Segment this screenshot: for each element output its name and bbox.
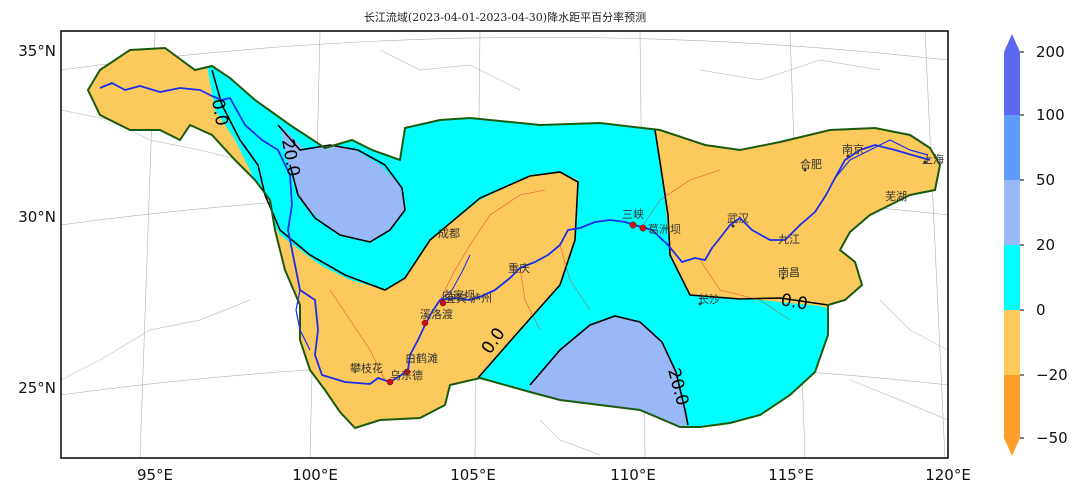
marker-xiangjiaba bbox=[439, 299, 447, 307]
river-yalong bbox=[295, 289, 311, 351]
marker-wudongde bbox=[386, 378, 394, 386]
city-panzhihua: 攀枝花 bbox=[350, 361, 383, 375]
lon-ticks: 95°E 100°E 105°E 110°E 115°E 120°E bbox=[137, 466, 971, 484]
contour-zero-east bbox=[654, 129, 829, 306]
city-luzhou: 泸州 bbox=[470, 292, 492, 305]
colorbar-minus50-minus20 bbox=[1004, 375, 1020, 438]
city-changsha: 长沙 bbox=[698, 293, 720, 306]
contour-label-zero-3: 0.0 bbox=[779, 290, 809, 314]
lon-tick-100: 100°E bbox=[292, 466, 338, 484]
city-nanjing: 南京 bbox=[842, 142, 864, 156]
city-jiujiang: 九江 bbox=[778, 233, 800, 246]
colorbar-20-50 bbox=[1004, 180, 1020, 245]
map-frame bbox=[60, 30, 949, 459]
river-min bbox=[439, 254, 471, 301]
lat-tick-30: 30°N bbox=[18, 208, 56, 226]
lat-tick-25: 25°N bbox=[18, 379, 56, 397]
station-markers bbox=[386, 221, 647, 386]
lon-tick-120: 120°E bbox=[925, 466, 971, 484]
city-nanchang: 南昌 bbox=[778, 266, 800, 279]
colorbar-tick-200: 200 bbox=[1036, 43, 1065, 61]
colorbar-minus20-0 bbox=[1004, 310, 1020, 375]
colorbar-50-100 bbox=[1004, 115, 1020, 180]
city-xiangjiaba: 向家坝 bbox=[442, 288, 475, 302]
lon-tick-95: 95°E bbox=[137, 466, 173, 484]
river-yangtze-main bbox=[99, 82, 931, 385]
colorbar-0-20 bbox=[1004, 245, 1020, 310]
marker-gezhouba bbox=[639, 224, 647, 232]
contour-label-zero-1: 0.0 bbox=[207, 97, 231, 127]
city-dots bbox=[698, 154, 927, 306]
marker-baihetan bbox=[403, 368, 411, 376]
colorbar-tick-0: 0 bbox=[1036, 301, 1046, 319]
map-title: 长江流域(2023-04-01-2023-04-30)降水距平百分率预测 bbox=[364, 10, 646, 24]
fill-positive-20-50-north bbox=[280, 125, 405, 242]
contour-zero-west bbox=[211, 69, 579, 379]
marker-xiluodu bbox=[421, 319, 429, 327]
lat-tick-35: 35°N bbox=[18, 42, 56, 60]
city-shanghai: 上海 bbox=[922, 152, 944, 166]
lon-tick-105: 105°E bbox=[450, 466, 496, 484]
marker-sanxia bbox=[629, 221, 637, 229]
city-yibin: 宜宾 bbox=[445, 291, 467, 305]
colorbar-bottom-arrow bbox=[1004, 438, 1020, 456]
lon-tick-110: 110°E bbox=[610, 466, 656, 484]
contour-twenty-south bbox=[529, 315, 689, 426]
colorbar-tick-minus50: −50 bbox=[1036, 429, 1068, 447]
city-baihetan: 白鹤滩 bbox=[405, 351, 438, 365]
river-lower-branch bbox=[834, 139, 929, 179]
contour-lines bbox=[211, 69, 829, 426]
colorbar-tick-100: 100 bbox=[1036, 106, 1065, 124]
city-wudongde: 乌东德 bbox=[390, 368, 423, 382]
tributaries bbox=[329, 169, 791, 381]
contour-twenty-north bbox=[277, 124, 406, 243]
rivers bbox=[99, 82, 931, 385]
city-chongqing: 重庆 bbox=[508, 261, 530, 275]
colorbar-tick-50: 50 bbox=[1036, 171, 1055, 189]
colorbar-top-arrow bbox=[1004, 34, 1020, 52]
colorbar-100-200 bbox=[1004, 52, 1020, 115]
lon-tick-115: 115°E bbox=[768, 466, 814, 484]
city-xiluodu: 溪洛渡 bbox=[420, 307, 453, 321]
city-sanxia: 三峡 bbox=[622, 207, 644, 221]
province-boundaries bbox=[60, 49, 949, 456]
city-chengdu: 成都 bbox=[438, 227, 460, 240]
city-gezhouba: 葛洲坝 bbox=[648, 222, 681, 236]
city-wuhan: 武汉 bbox=[727, 212, 749, 225]
colorbar-tick-minus20: −20 bbox=[1036, 366, 1068, 384]
colorbar-tick-20: 20 bbox=[1036, 236, 1055, 254]
lat-ticks: 35°N 30°N 25°N bbox=[18, 42, 56, 397]
city-wuhu: 芜湖 bbox=[885, 189, 907, 203]
city-labels: 成都 重庆 宜宾 泸州 攀枝花 乌东德 白鹤滩 溪洛渡 向家坝 三峡 葛洲坝 武… bbox=[350, 142, 944, 382]
colorbar: 200 100 50 20 0 −20 −50 bbox=[1004, 34, 1068, 456]
city-hefei: 合肥 bbox=[800, 157, 822, 171]
